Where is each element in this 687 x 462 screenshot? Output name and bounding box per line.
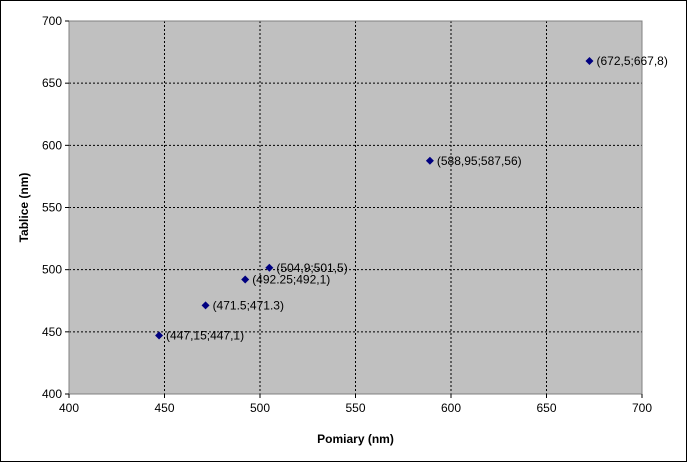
x-tick-label: 700 (632, 401, 652, 415)
data-label: (672,5;667,8) (596, 54, 667, 68)
data-point (425, 156, 434, 165)
y-tick-label: 700 (42, 14, 62, 28)
data-labels: (447,15;447,1) (471.5;471.3) (492.25;492,1… (166, 54, 668, 342)
x-axis-ticks: 400 450 500 550 600 650 700 (59, 394, 652, 415)
y-tick-label: 600 (42, 138, 62, 152)
data-label: (588,95;587,56) (437, 154, 522, 168)
x-axis-title: Pomiary (nm) (317, 432, 394, 446)
y-tick-label: 400 (42, 387, 62, 401)
y-tick-label: 650 (42, 76, 62, 90)
data-label: (447,15;447,1) (166, 328, 244, 342)
data-point (585, 57, 594, 66)
x-tick-label: 650 (536, 401, 556, 415)
data-points (155, 57, 594, 340)
data-point (265, 263, 274, 272)
data-point (201, 301, 210, 310)
y-axis-title: Tablice (nm) (17, 173, 31, 243)
gridlines (69, 21, 642, 394)
x-tick-label: 600 (441, 401, 461, 415)
y-axis-ticks: 400 450 500 550 600 650 700 (42, 14, 69, 401)
x-tick-label: 400 (59, 401, 79, 415)
data-label: (504,9;501,5) (276, 261, 347, 275)
data-point (155, 331, 164, 340)
y-tick-label: 450 (42, 325, 62, 339)
x-tick-label: 550 (345, 401, 365, 415)
data-label: (471.5;471.3) (213, 298, 284, 312)
y-tick-label: 550 (42, 201, 62, 215)
y-tick-label: 500 (42, 263, 62, 277)
x-tick-label: 500 (250, 401, 270, 415)
data-label: (492.25;492,1) (252, 272, 330, 286)
data-point (241, 275, 250, 284)
x-tick-label: 450 (154, 401, 174, 415)
